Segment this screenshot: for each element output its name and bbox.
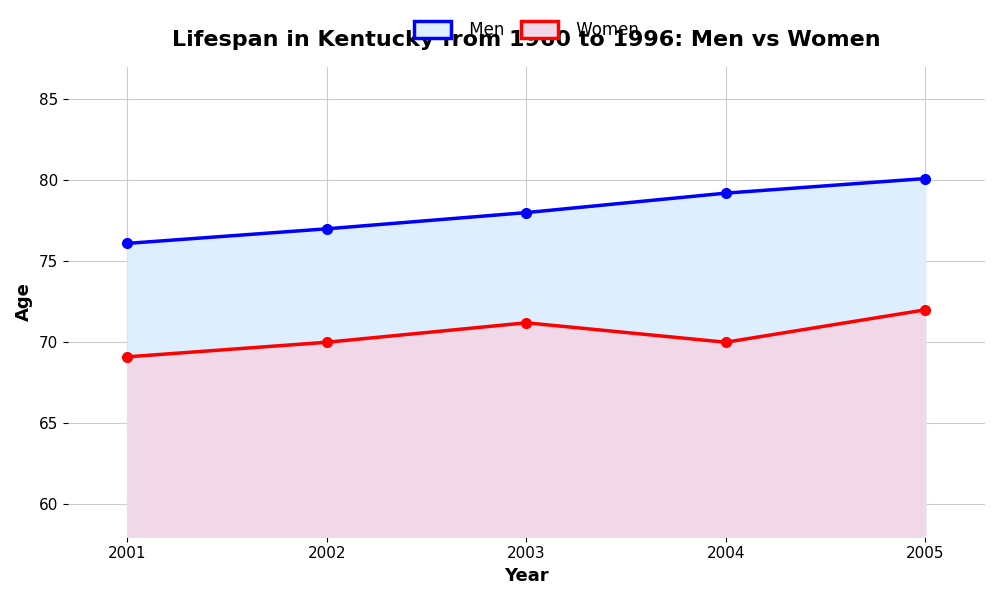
Legend:  Men,  Women: Men, Women	[407, 14, 645, 46]
X-axis label: Year: Year	[504, 567, 549, 585]
Y-axis label: Age: Age	[15, 282, 33, 321]
Title: Lifespan in Kentucky from 1960 to 1996: Men vs Women: Lifespan in Kentucky from 1960 to 1996: …	[172, 30, 881, 50]
